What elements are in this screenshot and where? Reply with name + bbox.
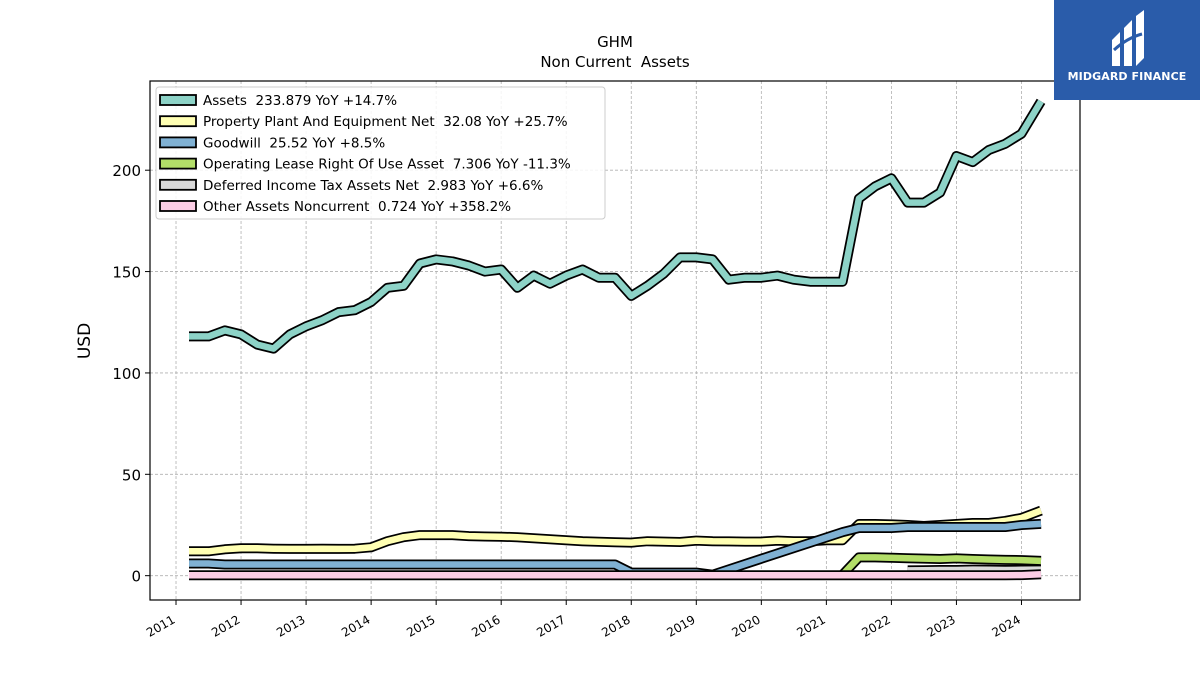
- series-line: [840, 554, 1042, 577]
- series-line: [189, 99, 1044, 352]
- legend-swatch: [159, 178, 197, 191]
- plot-frame: [149, 80, 1081, 601]
- brand-logo: MIDGARD FINANCE: [1054, 0, 1200, 100]
- x-tick-label: 2012: [209, 612, 242, 639]
- legend-box: [155, 86, 606, 220]
- legend-swatch: [159, 94, 197, 106]
- y-tick-label: 200: [112, 162, 141, 180]
- legend-label: Assets 233.879 YoY +14.7%: [203, 93, 397, 109]
- legend-item: Other Assets Noncurrent 0.724 YoY +358.2…: [159, 199, 511, 215]
- legend-label: Property Plant And Equipment Net 32.08 Y…: [203, 114, 568, 130]
- x-tick-label: 2011: [144, 612, 177, 639]
- brand-mark-icon: [1112, 10, 1144, 66]
- legend: Assets 233.879 YoY +14.7% Property Plant …: [155, 86, 606, 220]
- series-deferred-income-tax-assets-net: [907, 564, 1042, 576]
- legend-swatch: [159, 115, 197, 128]
- legend-label: Deferred Income Tax Assets Net 2.983 YoY…: [203, 178, 544, 194]
- legend-item: Assets 233.879 YoY +14.7%: [159, 93, 397, 109]
- series-line: [907, 566, 1042, 574]
- y-tick-label: 0: [131, 568, 141, 586]
- legend-label: Goodwill 25.52 YoY +8.5%: [203, 135, 385, 151]
- y-tick-label: 150: [112, 264, 141, 282]
- series-assets: [189, 98, 1046, 354]
- series-line: [189, 570, 1042, 579]
- chart-subtitle: Non Current Assets: [540, 53, 690, 71]
- x-tick-label: 2020: [729, 612, 762, 639]
- legend-item: Property Plant And Equipment Net 32.08 Y…: [159, 114, 568, 130]
- brand-name: MIDGARD FINANCE: [1067, 70, 1187, 83]
- x-tick-label: 2022: [859, 612, 892, 639]
- x-tick-label: 2015: [404, 612, 437, 639]
- x-tick-label: 2013: [274, 612, 307, 639]
- y-tick-label: 100: [112, 365, 141, 383]
- legend-item: Operating Lease Right Of Use Asset 7.306…: [159, 157, 571, 173]
- y-axis-label: USD: [75, 323, 95, 359]
- series-operating-lease-right-of-use-asset: [838, 552, 1042, 579]
- series-other-assets-noncurrent: [189, 569, 1042, 581]
- x-tick-label: 2017: [534, 612, 567, 639]
- x-tick-label: 2018: [599, 612, 632, 639]
- x-tick-label: 2024: [990, 612, 1023, 639]
- legend-label: Other Assets Noncurrent 0.724 YoY +358.2…: [203, 199, 511, 215]
- y-tick-label: 50: [122, 466, 141, 484]
- x-tick-label: 2021: [794, 612, 827, 639]
- x-tick-label: 2023: [924, 612, 957, 639]
- legend-swatch: [159, 157, 197, 170]
- legend-item: Goodwill 25.52 YoY +8.5%: [159, 135, 385, 151]
- x-tick-label: 2016: [469, 612, 502, 639]
- legend-label: Operating Lease Right Of Use Asset 7.306…: [203, 157, 571, 173]
- series-group: [189, 98, 1046, 581]
- legend-item: Deferred Income Tax Assets Net 2.983 YoY…: [159, 178, 544, 194]
- x-tick-label: 2014: [339, 612, 372, 639]
- legend-swatch: [159, 200, 197, 212]
- x-tick-label: 2019: [664, 612, 697, 639]
- legend-swatch: [159, 136, 197, 149]
- chart-title: GHM: [597, 33, 633, 51]
